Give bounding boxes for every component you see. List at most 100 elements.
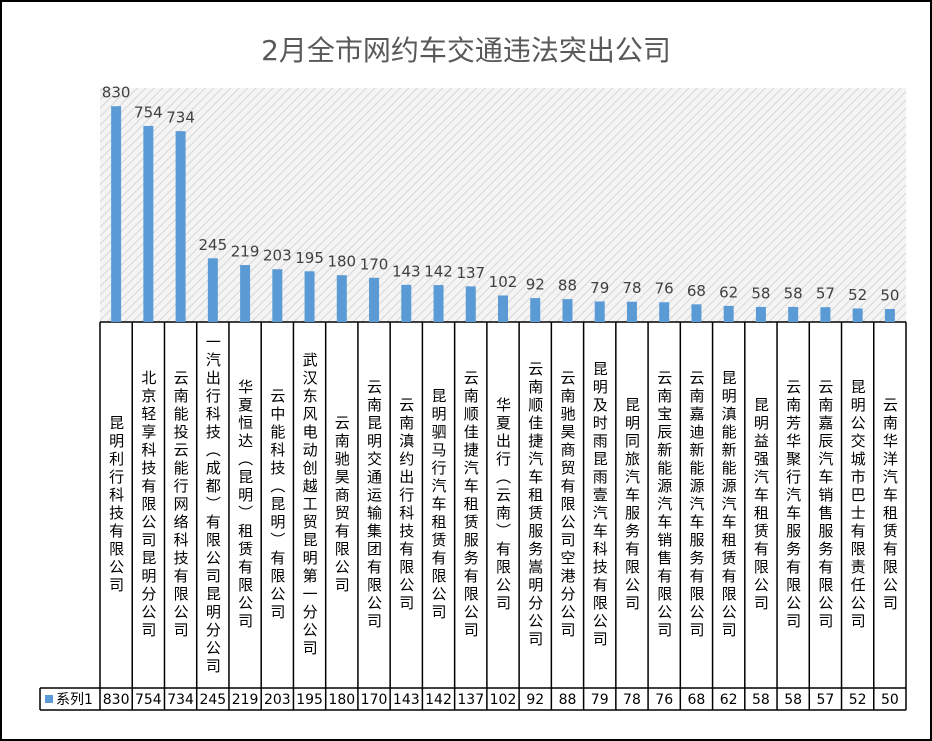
bar <box>272 269 283 322</box>
category-label: 昆明利行科技有限公司 <box>102 326 130 684</box>
category-text: 云南驰昊商贸有限公司 <box>332 415 351 595</box>
category-label: 一汽出行科技（成都）有限公司昆明分公司 <box>199 326 227 684</box>
category-label: 云南华洋汽车租赁有限公司 <box>876 326 904 684</box>
legend-label: 系列1 <box>56 692 93 708</box>
value-label: 170 <box>360 255 389 273</box>
category-label: 云南嘉迪新能源汽车服务有限公司 <box>682 326 710 684</box>
category-label: 华夏恒达（昆明）租赁有限公司 <box>231 326 259 684</box>
chart-title: 2月全市网约车交通违法突出公司 <box>261 34 671 67</box>
table-value: 754 <box>135 692 162 708</box>
bar <box>884 309 895 322</box>
category-label: 昆明驷马行汽车租赁有限公司 <box>424 326 452 684</box>
bar <box>659 302 670 322</box>
value-label: 58 <box>751 284 770 302</box>
value-label: 203 <box>263 247 292 265</box>
category-text: 云南顺佳捷汽车租赁服务有限公司 <box>461 370 480 640</box>
category-text: 云南顺佳捷汽车租赁服务嵩明分公司 <box>526 361 545 649</box>
category-text: 云中能科技（昆明）有限公司 <box>268 388 287 622</box>
category-label: 云南芳华聚行汽车服务有限公司 <box>779 326 807 684</box>
table-value: 170 <box>361 692 388 708</box>
value-label: 50 <box>880 287 899 305</box>
value-label: 180 <box>327 253 356 271</box>
value-label: 137 <box>456 264 485 282</box>
table-value: 137 <box>457 692 484 708</box>
category-label: 云南驰昊商贸有限公司 <box>328 326 356 684</box>
category-label: 云南驰昊商贸有限公司空港分公司 <box>553 326 581 684</box>
value-label: 68 <box>687 282 706 300</box>
value-label: 79 <box>590 279 609 297</box>
table-value: 180 <box>328 692 355 708</box>
bar <box>820 307 831 322</box>
category-label: 云南顺佳捷汽车租赁服务有限公司 <box>457 326 485 684</box>
category-label: 云南嘉辰汽车销售服务有限公司 <box>811 326 839 684</box>
value-label: 92 <box>526 276 545 294</box>
category-text: 云南嘉辰汽车销售服务有限公司 <box>816 379 835 631</box>
bar <box>240 265 251 322</box>
category-text: 华夏出行（云南）有限公司 <box>494 397 512 613</box>
legend-swatch <box>45 695 53 703</box>
category-label: 云中能科技（昆明）有限公司 <box>263 326 291 684</box>
category-label: 云南宝辰新能源汽车销售有限公司 <box>650 326 678 684</box>
category-text: 云南昆明交通运输集团有限公司 <box>365 379 384 631</box>
bar <box>304 271 315 322</box>
category-text: 昆明滇能新能源汽车租赁有限公司 <box>719 370 738 640</box>
bar <box>336 275 347 322</box>
category-text: 昆明利行科技有限公司 <box>107 415 126 595</box>
category-text: 云南能投云能行网络科技有限公司 <box>171 370 190 640</box>
table-value: 143 <box>393 692 420 708</box>
category-text: 云南驰昊商贸有限公司空港分公司 <box>558 370 577 640</box>
value-label: 754 <box>134 103 163 121</box>
table-value: 102 <box>490 692 517 708</box>
category-text: 一汽出行科技（成都）有限公司昆明分公司 <box>203 334 222 676</box>
table-value: 68 <box>688 692 706 708</box>
bar <box>852 308 863 322</box>
value-label: 142 <box>424 263 453 281</box>
category-label: 武汉东风电动创越工贸昆明第一分公司 <box>295 326 323 684</box>
bar <box>723 305 734 322</box>
category-text: 云南宝辰新能源汽车销售有限公司 <box>655 370 674 640</box>
category-text: 昆明驷马行汽车租赁有限公司 <box>429 388 448 622</box>
category-text: 昆明公交城市巴士有限责任公司 <box>848 379 867 631</box>
table-value: 88 <box>559 692 577 708</box>
category-label: 云南能投云能行网络科技有限公司 <box>166 326 194 684</box>
value-label: 830 <box>102 84 131 102</box>
category-label: 昆明滇能新能源汽车租赁有限公司 <box>715 326 743 684</box>
category-text: 云南滇约出行科技有限公司 <box>397 397 416 613</box>
category-text: 云南芳华聚行汽车服务有限公司 <box>784 379 803 631</box>
category-text: 华夏恒达（昆明）租赁有限公司 <box>236 379 255 631</box>
table-value: 52 <box>849 692 867 708</box>
table-value: 79 <box>591 692 609 708</box>
table-value: 219 <box>232 692 259 708</box>
value-label: 52 <box>848 286 867 304</box>
bar <box>755 306 766 322</box>
bar <box>111 106 122 322</box>
table-value: 830 <box>103 692 130 708</box>
value-label: 102 <box>489 273 518 291</box>
category-text: 昆明及时雨昆雨壹汽车科技有限公司 <box>590 361 609 649</box>
bar <box>465 286 476 322</box>
bar <box>143 125 154 323</box>
table-value: 92 <box>526 692 544 708</box>
category-label: 云南顺佳捷汽车租赁服务嵩明分公司 <box>521 326 549 684</box>
table-value: 78 <box>623 692 641 708</box>
category-label: 云南昆明交通运输集团有限公司 <box>360 326 388 684</box>
table-value: 245 <box>199 692 226 708</box>
value-label: 57 <box>816 285 835 303</box>
bar <box>207 258 218 322</box>
table-value: 76 <box>655 692 673 708</box>
table-value: 58 <box>784 692 802 708</box>
bar <box>691 304 702 322</box>
category-text: 武汉东风电动创越工贸昆明第一分公司 <box>300 352 319 658</box>
value-label: 195 <box>295 249 324 267</box>
value-label: 58 <box>784 284 803 302</box>
value-label: 734 <box>166 109 195 127</box>
value-label: 88 <box>558 277 577 295</box>
category-text: 昆明同旅汽车服务有限公司 <box>622 397 641 613</box>
table-value: 734 <box>167 692 194 708</box>
category-label: 北京轻享科技有限公司昆明分公司 <box>134 326 162 684</box>
table-value: 58 <box>752 692 770 708</box>
plot-background <box>100 88 906 322</box>
table-value: 62 <box>720 692 738 708</box>
